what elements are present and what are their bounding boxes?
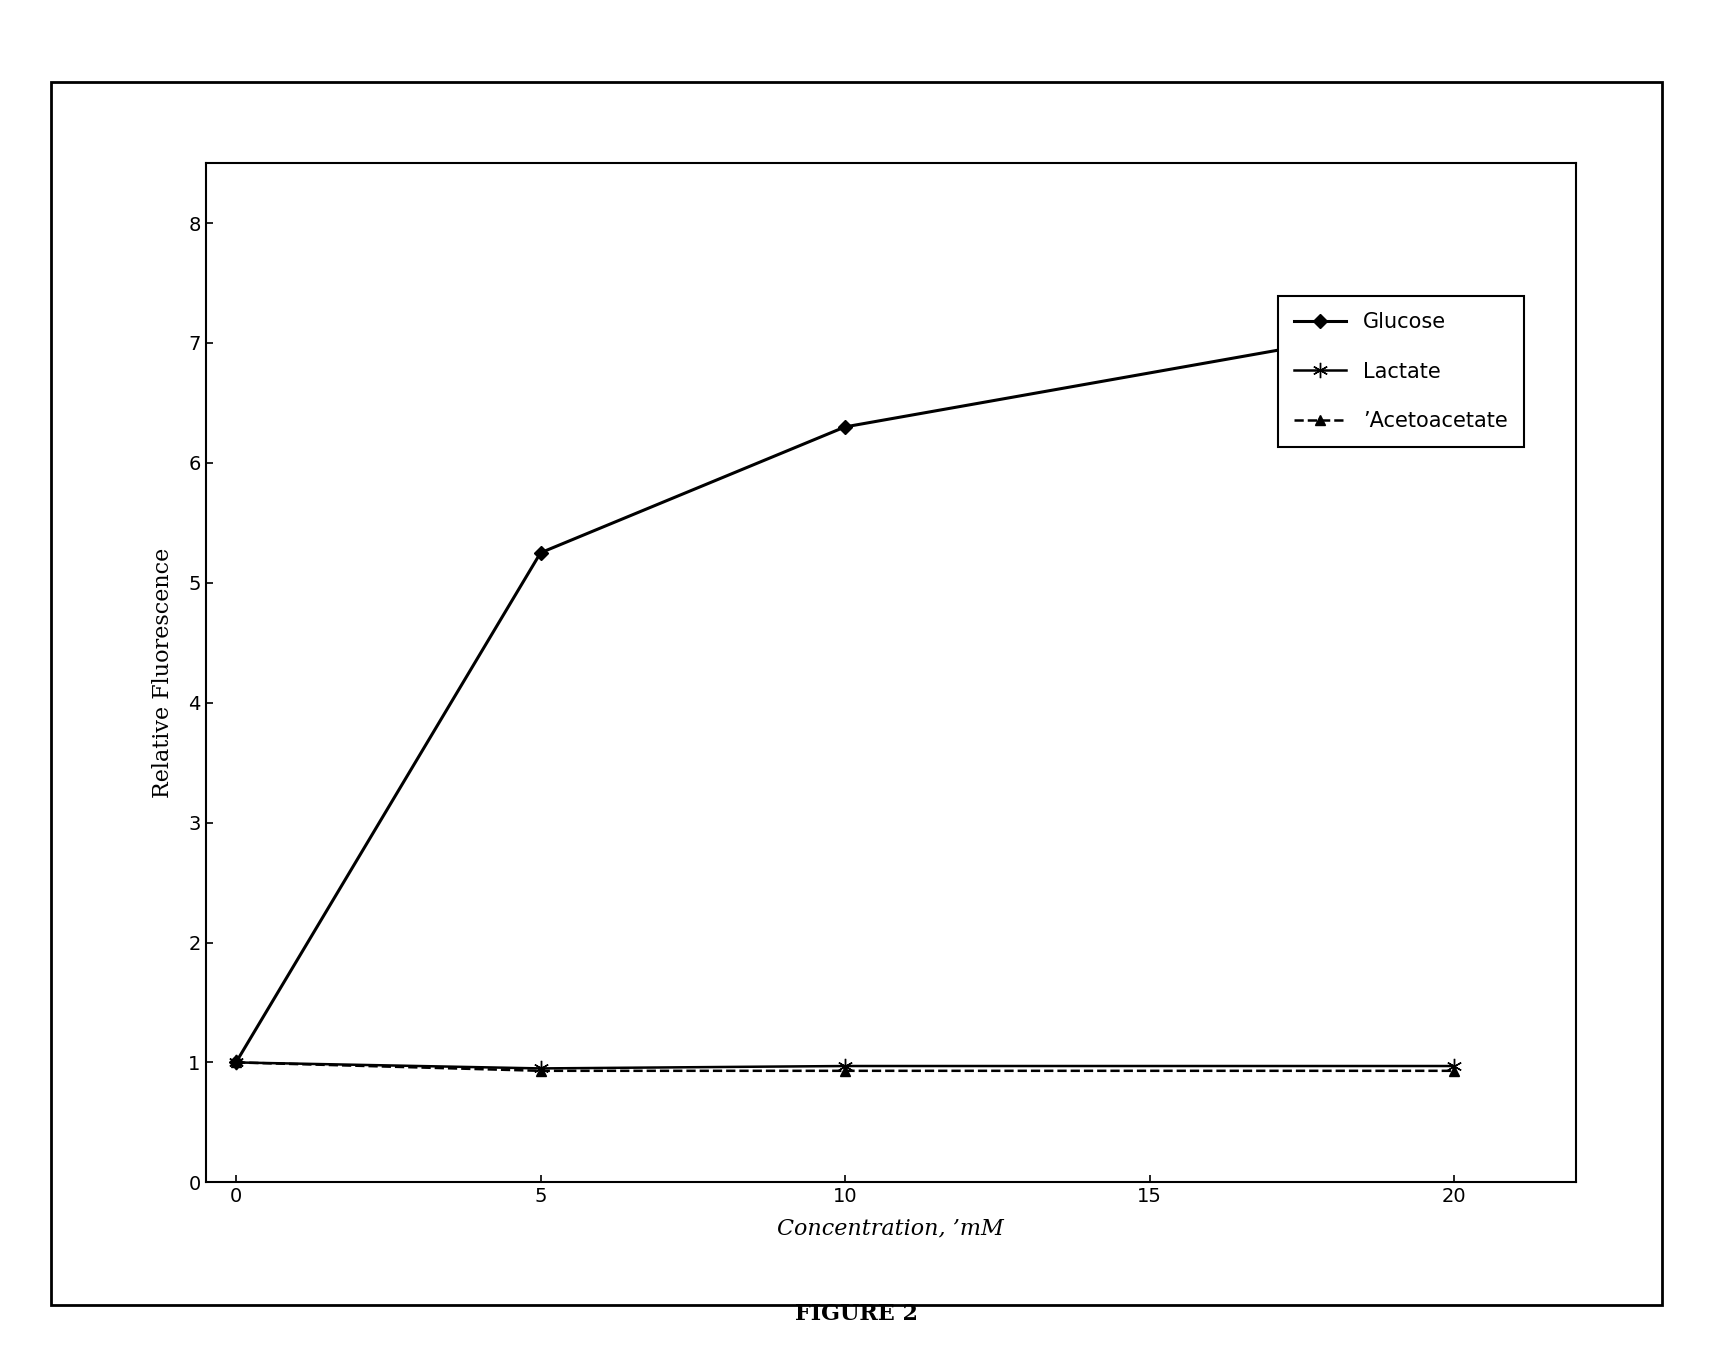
Text: FIGURE 2: FIGURE 2 bbox=[795, 1303, 918, 1325]
Legend: Glucose, Lactate, ’Acetoacetate: Glucose, Lactate, ’Acetoacetate bbox=[1278, 296, 1525, 447]
X-axis label: Concentration, ’mM: Concentration, ’mM bbox=[778, 1218, 1004, 1239]
Y-axis label: Relative Fluorescence: Relative Fluorescence bbox=[152, 548, 175, 798]
